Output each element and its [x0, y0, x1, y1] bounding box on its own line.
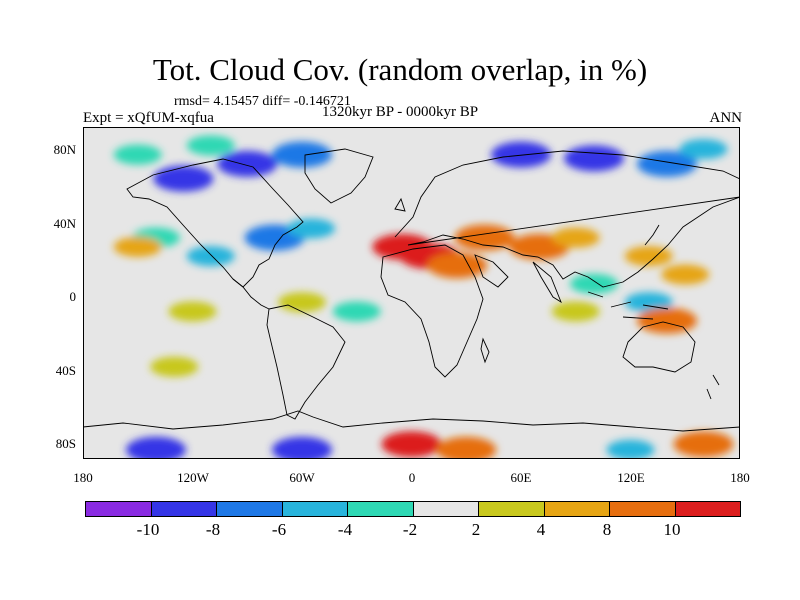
- coastlines: [83, 148, 740, 432]
- colorbar-segment: [413, 502, 479, 516]
- anomaly-region: [372, 233, 433, 260]
- colorbar-label: -4: [337, 520, 353, 539]
- anomaly-region: [332, 301, 381, 322]
- period-label: 1320kyr BP - 0000kyr BP: [322, 104, 479, 120]
- y-tick-label: 40S: [55, 363, 76, 378]
- colorbar-label: -2: [402, 520, 418, 539]
- x-tick-label: 0: [408, 470, 416, 485]
- colorbar-segment: [479, 502, 545, 516]
- colorbar-segment: [86, 502, 152, 516]
- colorbar-segment: [151, 502, 217, 516]
- coast-india: [532, 261, 562, 304]
- coast-madagascar: [480, 337, 490, 364]
- coast-antarctica: [83, 410, 740, 432]
- coast-japan: [644, 224, 660, 246]
- anomaly-region: [497, 273, 545, 294]
- anomaly-region: [491, 141, 551, 168]
- anomaly-region: [150, 356, 199, 377]
- anomaly-region: [287, 218, 336, 239]
- y-tick-label: 40N: [53, 216, 76, 231]
- coast-new-zealand: [706, 374, 720, 400]
- coast-north-america: [126, 158, 304, 288]
- x-tick-label: 180: [73, 470, 93, 485]
- colorbar-segment: [282, 502, 348, 516]
- colorbar-segment: [217, 502, 283, 516]
- coast-australia: [622, 321, 696, 373]
- anomaly-region: [186, 246, 235, 267]
- anomaly-region: [551, 301, 600, 322]
- anomaly-region: [381, 431, 442, 458]
- map-panel: [83, 127, 740, 459]
- colorbar-segment: [675, 502, 740, 516]
- x-tick-label: 60W: [289, 470, 315, 485]
- anomaly-region: [624, 246, 673, 267]
- colorbar-segment: [348, 502, 414, 516]
- anomaly-region: [637, 150, 697, 177]
- colorbar: [85, 501, 741, 517]
- coast-arabia: [474, 254, 509, 288]
- coast-greenland: [304, 148, 374, 204]
- colorbar-label: 10: [663, 520, 681, 539]
- anomaly-region: [673, 431, 734, 458]
- anomaly-region: [551, 227, 600, 248]
- map-frame: [83, 127, 740, 459]
- x-tick-label: 60E: [510, 470, 532, 485]
- coast-british-isles: [394, 197, 406, 212]
- coast-eurasia: [394, 150, 740, 288]
- colorbar-label: 4: [536, 520, 546, 539]
- anomaly-region: [454, 224, 515, 251]
- season-label: ANN: [709, 110, 743, 126]
- anomaly-region: [153, 165, 214, 192]
- anomaly-region: [126, 436, 186, 459]
- anomaly-region: [168, 301, 217, 322]
- rmsd-stats: rmsd= 4.15457 diff= -0.146721: [174, 94, 351, 109]
- anomaly-region: [436, 436, 497, 459]
- colorbar-label: -10: [136, 520, 160, 539]
- colorbar-label: -8: [205, 520, 221, 539]
- anomaly-region: [272, 141, 332, 168]
- experiment-label: Expt = xQfUM-xqfua: [83, 110, 214, 126]
- x-tick-label: 120W: [177, 470, 209, 485]
- colorbar-label: -6: [271, 520, 287, 539]
- x-tick-label: 120E: [617, 470, 645, 485]
- y-tick-label: 80N: [53, 142, 76, 157]
- colorbar-label: 2: [471, 520, 481, 539]
- coast-indonesia: [587, 291, 669, 320]
- field-layer: [113, 135, 734, 459]
- anomaly-region: [624, 292, 673, 313]
- colorbar-segment: [610, 502, 676, 516]
- anomaly-region: [606, 439, 655, 459]
- y-tick-label: 0: [69, 289, 77, 304]
- anomaly-region: [186, 135, 235, 156]
- anomaly-region: [113, 236, 162, 257]
- anomaly-region: [570, 273, 618, 294]
- anomaly-region: [272, 436, 332, 459]
- cloud-cover-map: [83, 127, 740, 459]
- colorbar-segment: [544, 502, 610, 516]
- anomaly-region: [278, 292, 326, 313]
- y-tick-label: 80S: [55, 436, 76, 451]
- coast-central-america: [232, 278, 270, 310]
- anomaly-region: [113, 144, 162, 165]
- anomaly-region: [661, 264, 710, 285]
- anomaly-region: [679, 139, 728, 160]
- coast-south-america: [266, 304, 346, 420]
- figure-title: Tot. Cloud Cov. (random overlap, in %): [152, 52, 648, 87]
- coast-africa: [380, 244, 484, 378]
- anomaly-region: [217, 150, 278, 177]
- anomaly-region: [637, 307, 697, 334]
- colorbar-label: 8: [602, 520, 612, 539]
- x-tick-label: 180: [730, 470, 750, 485]
- anomaly-region: [564, 145, 624, 172]
